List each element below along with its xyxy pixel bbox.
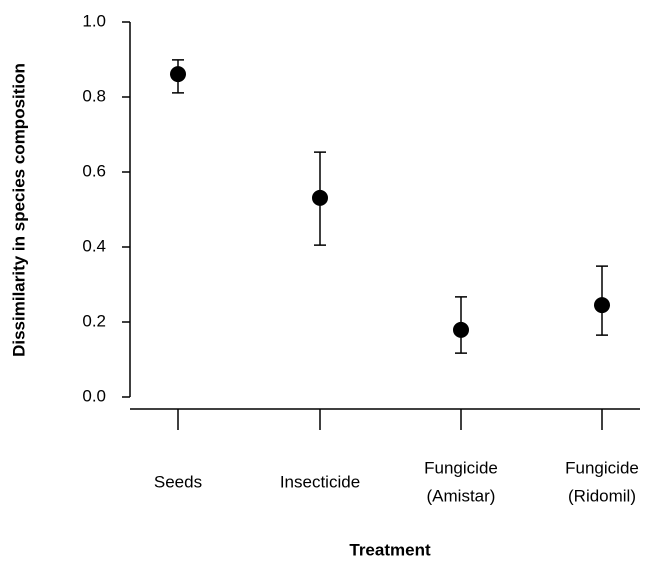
y-tick-label: 0.2 [82,311,106,330]
x-tick-label: (Ridomil) [568,486,636,505]
x-tick-label: Insecticide [280,472,360,491]
point [594,297,610,314]
y-axis-title: Dissimilarity in species composition [9,63,28,357]
x-tick-label: Fungicide [424,458,498,477]
x-tick-label: Fungicide [565,458,639,477]
y-tick-label: 0.4 [82,236,106,255]
y-tick-label: 0.8 [82,86,106,105]
x-axis-title: Treatment [349,540,431,559]
point [170,66,186,83]
point [453,321,469,338]
x-tick-label: Seeds [154,472,202,491]
y-tick-label: 0.6 [82,161,106,180]
x-tick-label: (Amistar) [427,486,496,505]
y-tick-label: 1.0 [82,11,106,30]
point [312,189,328,206]
y-tick-label: 0.0 [82,386,106,405]
